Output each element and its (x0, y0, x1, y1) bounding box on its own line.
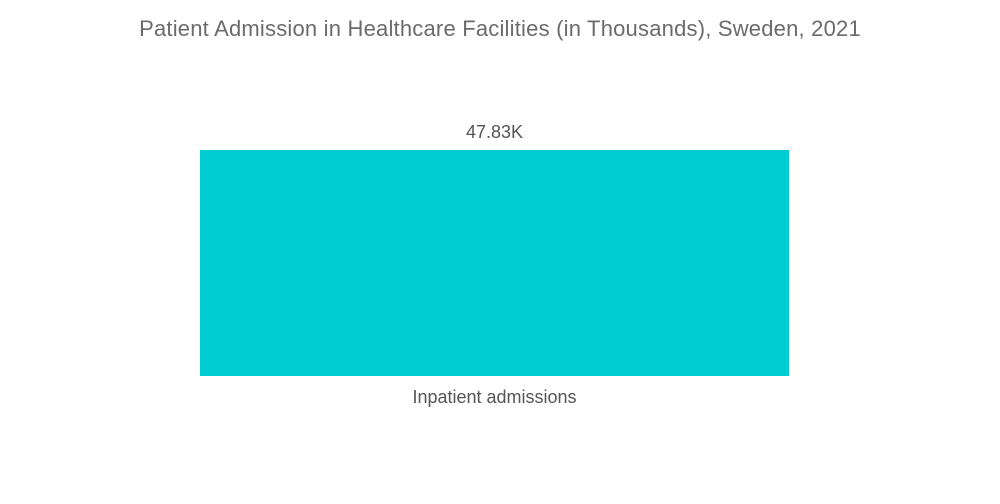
chart-title: Patient Admission in Healthcare Faciliti… (139, 16, 861, 41)
bar-value-label-0: 47.83K (466, 122, 523, 142)
category-label-0: Inpatient admissions (412, 387, 576, 407)
bar-0 (200, 150, 789, 376)
